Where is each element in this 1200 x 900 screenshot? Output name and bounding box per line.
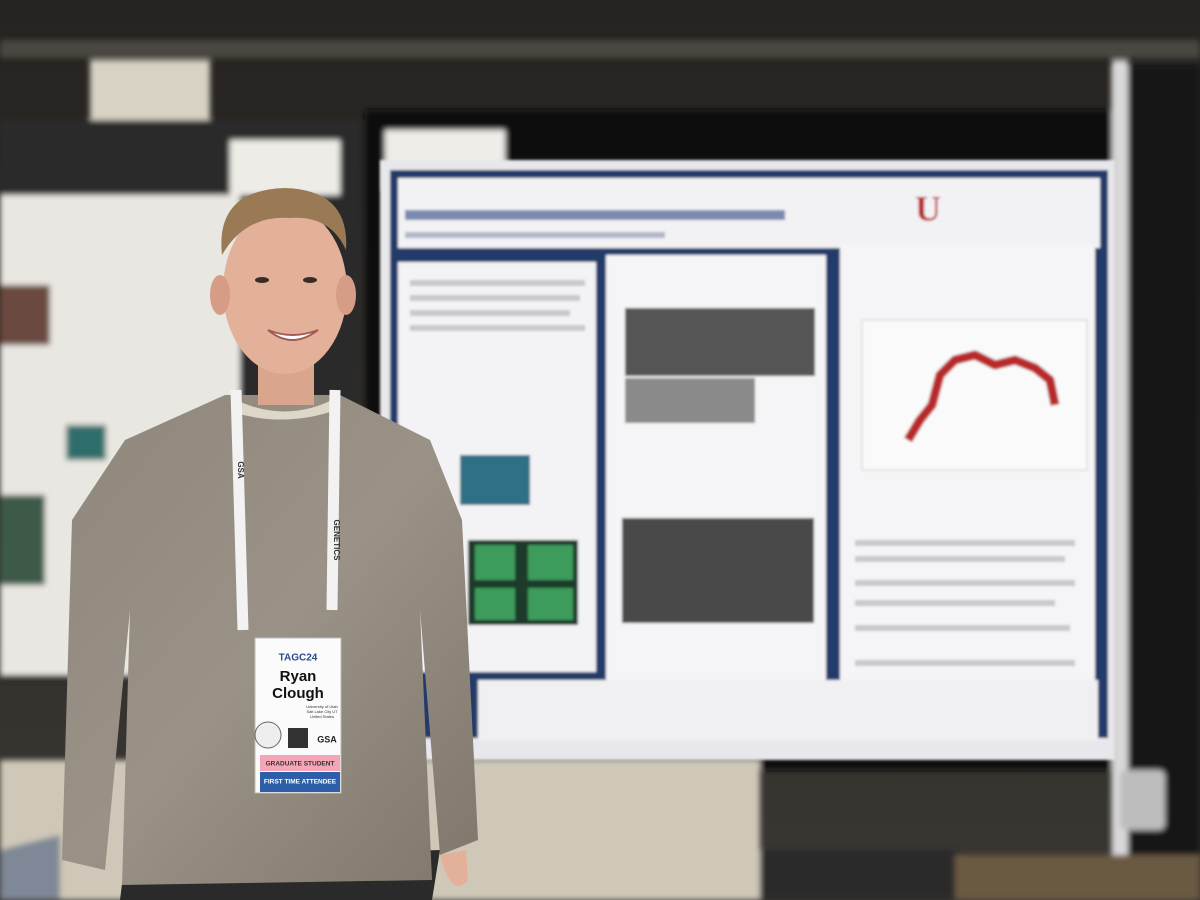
person: GSA GENETICS TAGC24 Ryan Clough Universi…	[62, 188, 478, 900]
ear	[210, 275, 230, 315]
lanyard-strap	[326, 389, 341, 611]
poster-logo: U	[915, 188, 941, 228]
poster: U	[380, 160, 1115, 760]
lanyard-strap	[230, 389, 249, 631]
lanyard-text: GSA	[236, 461, 245, 479]
badge-seal	[254, 721, 282, 749]
badge-first-name: Ryan	[280, 668, 317, 685]
badge-role: GRADUATE STUDENT	[266, 761, 335, 768]
badge-last-name: Clough	[272, 685, 324, 702]
badge: TAGC24 Ryan Clough University of Utah Sa…	[254, 637, 342, 794]
hand	[440, 850, 468, 887]
badge-status: FIRST TIME ATTENDEE	[264, 779, 337, 786]
collar	[232, 398, 336, 420]
lanyard-text: GENETICS	[332, 520, 341, 562]
badge-org: GSA	[317, 734, 337, 744]
badge-affiliation: University of Utah	[306, 704, 338, 709]
smile	[267, 329, 319, 341]
role-band	[260, 755, 340, 771]
badge-affiliation: United States	[310, 714, 334, 719]
status-band	[260, 772, 340, 792]
badge-affiliation: Salt Lake City UT	[306, 709, 338, 714]
ear	[336, 275, 356, 315]
qr-code	[288, 728, 308, 748]
hair	[221, 188, 347, 255]
badge-event: TAGC24	[279, 653, 318, 664]
